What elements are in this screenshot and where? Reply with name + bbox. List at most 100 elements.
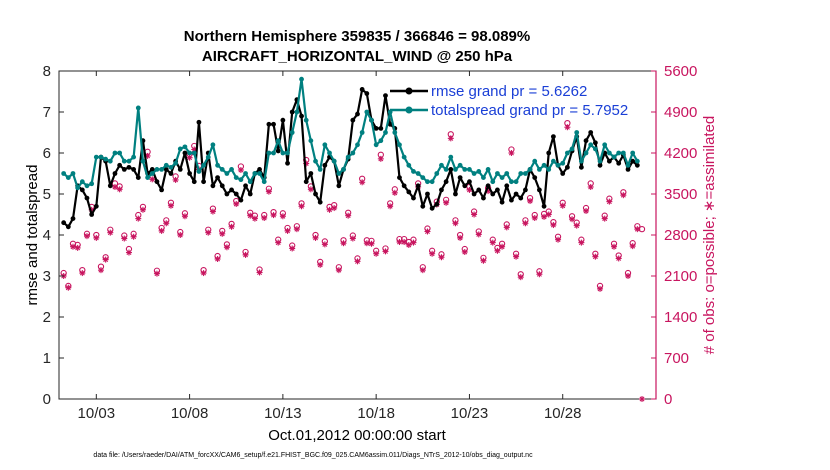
rmse-point bbox=[364, 91, 370, 96]
obs-assimilated-marker bbox=[219, 230, 226, 237]
obs-assimilated-stroke bbox=[187, 155, 193, 161]
totalspread-point bbox=[504, 171, 510, 176]
obs-assimilated-marker bbox=[265, 188, 272, 195]
obs-assimilated-stroke bbox=[65, 285, 71, 291]
obs-assimilated-marker bbox=[345, 212, 352, 219]
totalspread-point bbox=[406, 162, 412, 168]
obs-assimilated-marker bbox=[74, 244, 81, 251]
obs-assimilated-marker bbox=[550, 222, 557, 229]
rmse-point bbox=[504, 183, 510, 189]
totalspread-point bbox=[247, 179, 253, 185]
obs-assimilated-marker bbox=[494, 247, 501, 254]
obs-assimilated-marker bbox=[573, 222, 580, 229]
obs-assimilated-stroke bbox=[210, 209, 216, 215]
obs-assimilated-stroke bbox=[592, 254, 598, 260]
obs-assimilated-stroke bbox=[471, 212, 477, 217]
obs-assimilated-marker bbox=[578, 239, 585, 246]
obs-assimilated-marker bbox=[639, 396, 646, 402]
rmse-point bbox=[79, 187, 85, 193]
obs-assimilated-stroke bbox=[396, 239, 402, 245]
obs-assimilated-stroke bbox=[522, 220, 528, 226]
rmse-point bbox=[509, 197, 514, 203]
obs-assimilated-marker bbox=[527, 198, 534, 205]
obs-assimilated-stroke bbox=[280, 213, 286, 219]
obs-assimilated-stroke bbox=[583, 208, 589, 214]
totalspread-point bbox=[107, 158, 113, 164]
rmse-point bbox=[177, 167, 183, 172]
obs-assimilated-stroke bbox=[504, 224, 510, 230]
totalspread-point bbox=[462, 167, 468, 172]
rmse-point bbox=[257, 167, 262, 172]
obs-assimilated-stroke bbox=[107, 230, 113, 236]
obs-assimilated-stroke bbox=[546, 212, 552, 217]
obs-assimilated-marker bbox=[629, 243, 636, 250]
obs-assimilated-marker bbox=[261, 215, 268, 222]
obs-assimilated-marker bbox=[312, 234, 319, 241]
totalspread-point bbox=[163, 162, 169, 168]
obs-assimilated-marker bbox=[167, 202, 174, 209]
obs-assimilated-stroke bbox=[168, 203, 174, 209]
rmse-point bbox=[597, 162, 603, 168]
x-tick-label: 10/13 bbox=[264, 405, 302, 422]
obs-assimilated-marker bbox=[233, 200, 240, 207]
obs-assimilated-marker bbox=[83, 233, 90, 240]
obs-assimilated-marker bbox=[205, 229, 212, 236]
y-tick-right-label: 4900 bbox=[664, 104, 697, 121]
obs-assimilated-stroke bbox=[131, 234, 137, 240]
rmse-point bbox=[168, 171, 174, 176]
rmse-line bbox=[62, 88, 639, 228]
rmse-point bbox=[159, 187, 165, 193]
rmse-point bbox=[467, 179, 472, 185]
totalspread-point bbox=[625, 162, 631, 168]
rmse-point bbox=[443, 179, 449, 185]
obs-assimilated-stroke bbox=[289, 245, 295, 251]
obs-assimilated-stroke bbox=[429, 251, 435, 257]
rmse-point bbox=[429, 205, 435, 211]
totalspread-point bbox=[397, 142, 402, 148]
y-tick-left-label: 4 bbox=[43, 227, 51, 244]
obs-assimilated-marker bbox=[135, 215, 142, 222]
obs-assimilated-marker bbox=[559, 202, 566, 209]
obs-assimilated-marker bbox=[443, 199, 450, 206]
totalspread-point bbox=[513, 179, 519, 185]
y-axis-left: 0 1 2 3 4 5 6 7 8 bbox=[43, 63, 64, 408]
obs-assimilated-marker bbox=[447, 135, 454, 142]
obs-assimilated-marker bbox=[592, 253, 599, 260]
obs-assimilated-marker bbox=[601, 215, 608, 222]
rmse-point bbox=[550, 134, 556, 140]
totalspread-point bbox=[289, 130, 295, 135]
rmse-point bbox=[536, 187, 542, 193]
obs-assimilated-marker bbox=[480, 257, 487, 264]
obs-assimilated-marker bbox=[620, 192, 627, 199]
obs-assimilated-marker bbox=[363, 240, 370, 247]
obs-assimilated-marker bbox=[461, 248, 468, 255]
rmse-point bbox=[201, 179, 206, 185]
obs-assimilated-stroke bbox=[177, 232, 183, 238]
totalspread-point bbox=[187, 150, 192, 156]
totalspread-point bbox=[532, 158, 538, 164]
rmse-point bbox=[592, 140, 598, 146]
obs-assimilated-stroke bbox=[578, 240, 584, 246]
totalspread-point bbox=[481, 175, 486, 181]
obs-assimilated-marker bbox=[531, 215, 538, 222]
obs-assimilated-marker bbox=[508, 150, 515, 156]
rmse-point bbox=[425, 191, 430, 197]
obs-assimilated-marker bbox=[340, 240, 347, 247]
totalspread-point bbox=[201, 162, 206, 168]
obs-assimilated-stroke bbox=[406, 242, 412, 248]
obs-assimilated-stroke bbox=[364, 240, 370, 246]
obs-assimilated-marker bbox=[284, 227, 291, 234]
obs-assimilated-marker bbox=[597, 285, 604, 292]
rmse-point bbox=[308, 171, 314, 176]
totalspread-point bbox=[173, 160, 179, 166]
obs-assimilated-marker bbox=[611, 243, 618, 250]
obs-assimilated-marker bbox=[237, 166, 244, 173]
totalspread-point bbox=[266, 150, 272, 156]
obs-assimilated-marker bbox=[541, 213, 548, 220]
obs-assimilated-marker bbox=[335, 267, 342, 274]
obs-assimilated-stroke bbox=[224, 244, 230, 250]
obs-assimilated-marker bbox=[79, 270, 86, 277]
obs-assimilated-stroke bbox=[424, 228, 430, 234]
obs-assimilated-stroke bbox=[541, 214, 547, 220]
obs-assimilated-stroke bbox=[336, 267, 342, 273]
